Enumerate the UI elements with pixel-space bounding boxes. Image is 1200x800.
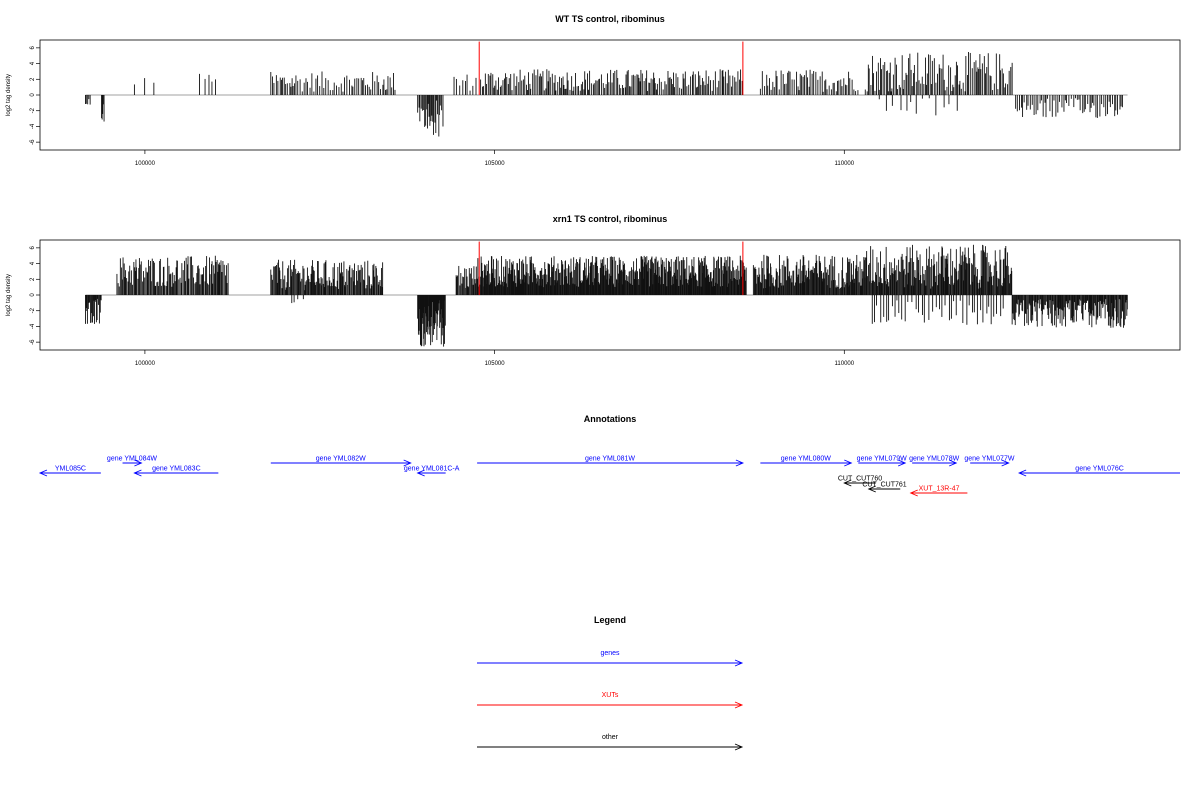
y-tick-label: 4 [30,261,36,265]
feature-cut-cut761: CUT_CUT761 [862,482,907,493]
y-tick-label: 2 [30,77,36,81]
y-tick-label: -6 [30,339,36,345]
feature-gene-yml078w: gene YML078W [909,456,960,467]
wt-y-axis-label: log2 tag density [6,74,12,116]
arrow-head [844,459,853,467]
y-tick-label: -6 [30,139,36,145]
feature-gene-yml081w: gene YML081W [477,456,745,467]
feature-label: gene YML083C [152,466,201,473]
feature-gene-yml080w: gene YML080W [760,456,853,467]
wt-coverage-panel: WT TS control, ribominus log2 tag densit… [6,14,1181,167]
feature-label: gene YML076C [1075,466,1124,473]
legend: Legend genes XUTs other [477,615,744,751]
x-tick-label: 100000 [135,161,156,167]
legend-arrow-head [734,701,744,709]
feature-xut-13r-47: XUT_13R-47 [909,486,968,497]
y-tick-label: 6 [30,246,36,250]
x-tick-label: 110000 [835,161,855,167]
arrow-head [843,479,852,487]
y-tick-label: 0 [30,293,36,297]
legend-label: XUTs [602,692,619,699]
feature-label: gene YML078W [909,456,959,463]
arrow-head [1001,459,1010,467]
feature-label: XUT_13R-47 [919,486,960,493]
feature-yml085c: YML085C [38,466,101,477]
feature-gene-yml079w: gene YML079W [857,456,907,467]
feature-label: gene YML080W [781,456,831,463]
feature-gene-yml083c: gene YML083C [133,466,219,477]
annotations-title: Annotations [584,414,637,424]
y-tick-label: 4 [30,61,36,65]
feature-gene-yml076c: gene YML076C [1017,466,1180,477]
feature-label: CUT_CUT761 [862,482,906,489]
annotations-track: Annotations YML085C gene YML084W gene YML0… [38,414,1180,497]
feature-gene-yml084w: gene YML084W [107,456,157,467]
arrow-head [403,459,412,467]
arrow-head [735,459,745,467]
legend-arrow-head [734,743,744,751]
feature-label: gene YML081C-A [404,466,460,473]
x-tick-label: 105000 [485,361,506,367]
coverage-bars [85,51,1123,137]
arrow-head [909,489,918,497]
feature-gene-yml081c-a: gene YML081C-A [404,466,460,477]
xrn1-y-axis-label: log2 tag density [6,274,12,316]
arrow-head [38,469,48,477]
feature-label: CUT_CUT760 [838,476,882,483]
y-tick-label: -2 [30,307,36,313]
xrn1-coverage-panel: xrn1 TS control, ribominus log2 tag dens… [6,214,1181,367]
legend-item-genes: genes [477,650,744,667]
y-tick-label: 6 [30,46,36,50]
feature-label: YML085C [55,466,86,473]
feature-label: gene YML077W [964,456,1014,463]
y-tick-label: -4 [30,123,36,129]
feature-cut-cut760: CUT_CUT760 [838,476,882,487]
wt-panel-title: WT TS control, ribominus [555,14,665,24]
legend-label: other [602,734,619,741]
feature-label: gene YML079W [857,456,907,463]
arrow-head [949,459,958,467]
feature-label: gene YML082W [316,456,366,463]
feature-label: gene YML081W [585,456,635,463]
arrow-head [897,459,907,467]
x-tick-label: 105000 [485,161,506,167]
xrn1-panel-title: xrn1 TS control, ribominus [553,214,668,224]
x-tick-label: 100000 [135,361,156,367]
feature-gene-yml077w: gene YML077W [964,456,1015,467]
arrow-head [1017,469,1027,477]
y-tick-label: 2 [30,277,36,281]
legend-title: Legend [594,615,626,625]
y-tick-label: 0 [30,93,36,97]
arrow-head [134,459,143,467]
feature-gene-yml082w: gene YML082W [270,456,412,467]
legend-item-other: other [477,734,744,751]
arrow-head [416,469,425,477]
arrow-head [133,469,142,477]
arrow-head [867,485,876,493]
feature-label: gene YML084W [107,456,157,463]
coverage-bars [85,244,1128,347]
legend-item-xuts: XUTs [477,692,744,709]
x-tick-label: 110000 [835,361,855,367]
legend-arrow-head [734,659,744,667]
y-tick-label: -4 [30,323,36,329]
legend-label: genes [600,650,620,657]
y-tick-label: -2 [30,107,36,113]
